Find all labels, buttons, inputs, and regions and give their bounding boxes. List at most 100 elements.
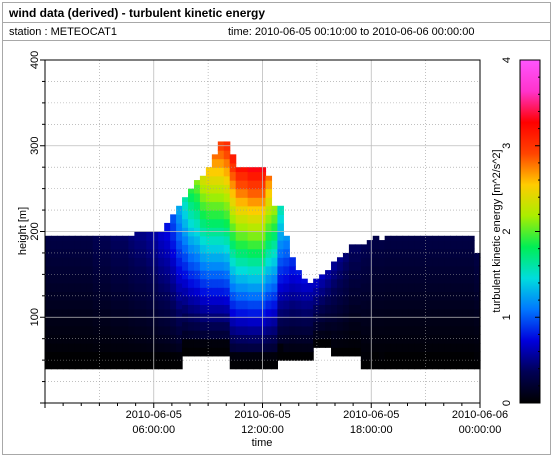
heatmap-cell xyxy=(50,274,58,284)
heatmap-cell xyxy=(128,235,135,241)
y-tick-label: 200 xyxy=(29,222,41,240)
heatmap-cell xyxy=(140,334,147,344)
heatmap-cell xyxy=(152,300,159,310)
heatmap-cell xyxy=(301,308,308,318)
heatmap-cell xyxy=(134,291,141,301)
heatmap-cell xyxy=(444,325,451,335)
heatmap-cell xyxy=(45,360,52,370)
heatmap-cell xyxy=(98,360,106,370)
heatmap-cell xyxy=(241,180,249,190)
heatmap-cell xyxy=(217,201,225,211)
y-axis-title: height [m] xyxy=(17,207,29,255)
heatmap-cell xyxy=(140,351,147,361)
heatmap-cell xyxy=(384,342,392,353)
heatmap-cell xyxy=(122,291,130,301)
heatmap-cell xyxy=(414,317,422,327)
heatmap-cell xyxy=(122,317,130,327)
heatmap-cell xyxy=(205,218,213,228)
heatmap-cell xyxy=(253,205,261,215)
heatmap-cell xyxy=(241,240,249,250)
heatmap-cell xyxy=(164,325,171,335)
heatmap-cell xyxy=(462,360,469,370)
heatmap-cell xyxy=(80,300,88,310)
heatmap-cell xyxy=(223,278,231,288)
heatmap-cell xyxy=(80,265,88,275)
heatmap-cell xyxy=(319,295,326,305)
heatmap-cell xyxy=(372,240,380,250)
heatmap-cell xyxy=(68,334,76,344)
heatmap-cell xyxy=(164,308,171,318)
heatmap-cell xyxy=(92,274,100,284)
heatmap-cell xyxy=(205,244,213,254)
heatmap-cell xyxy=(342,270,350,280)
heatmap-cell xyxy=(74,248,82,258)
heatmap-cell xyxy=(146,282,153,293)
heatmap-cell xyxy=(122,334,130,344)
heatmap-cell xyxy=(152,248,159,258)
heatmap-cell xyxy=(396,300,404,310)
heatmap-cell xyxy=(420,240,427,250)
heatmap-cell xyxy=(146,334,153,344)
heatmap-cell xyxy=(271,257,278,267)
heatmap-cell xyxy=(444,265,451,275)
heatmap-cell xyxy=(110,317,118,327)
heatmap-cell xyxy=(50,300,58,310)
heatmap-cell xyxy=(241,300,249,310)
heatmap-cell xyxy=(247,282,255,293)
heatmap-cell xyxy=(223,295,231,305)
heatmap-cell xyxy=(450,240,457,250)
heatmap-cell xyxy=(116,360,124,370)
heatmap-cell xyxy=(176,334,183,344)
x-tick-label-date: 2010-06-05 xyxy=(126,409,182,421)
heatmap-cell xyxy=(253,317,261,327)
heatmap-cell xyxy=(348,347,356,357)
heatmap-cell xyxy=(336,295,344,305)
heatmap-cell xyxy=(372,291,380,301)
heatmap-cell xyxy=(223,184,231,194)
heatmap-cell xyxy=(188,188,195,194)
heatmap-cell xyxy=(319,274,326,280)
heatmap-cell xyxy=(336,338,344,348)
heatmap-cell xyxy=(354,278,362,288)
heatmap-cell xyxy=(62,334,70,344)
heatmap-cell xyxy=(68,235,76,241)
heatmap-cell xyxy=(110,248,118,258)
heatmap-cell xyxy=(360,265,368,275)
heatmap-cell xyxy=(396,274,404,284)
heatmap-cell xyxy=(271,214,278,224)
heatmap-cell xyxy=(170,222,177,233)
heatmap-cell xyxy=(372,317,380,327)
heatmap-cell xyxy=(348,338,356,348)
heatmap-cell xyxy=(193,287,201,297)
heatmap-cell xyxy=(158,308,165,318)
heatmap-cell xyxy=(146,351,153,361)
heatmap-cell xyxy=(182,235,189,245)
heatmap-cell xyxy=(241,248,249,258)
heatmap-cell xyxy=(199,338,207,348)
heatmap-cell xyxy=(80,334,88,344)
heatmap-cell xyxy=(241,265,249,275)
heatmap-cell xyxy=(331,261,338,271)
heatmap-cell xyxy=(265,325,273,335)
heatmap-cell xyxy=(116,300,124,310)
heatmap-cell xyxy=(68,342,76,353)
heatmap-cell xyxy=(384,334,392,344)
heatmap-cell xyxy=(158,325,165,335)
heatmap-cell xyxy=(295,325,302,335)
heatmap-cell xyxy=(217,295,225,305)
heatmap-cell xyxy=(372,360,380,370)
heatmap-cell xyxy=(265,282,273,293)
heatmap-cell xyxy=(271,342,278,353)
heatmap-cell xyxy=(432,235,439,241)
heatmap-cell xyxy=(110,342,118,353)
heatmap-cell xyxy=(217,184,225,194)
heatmap-cell xyxy=(193,278,201,288)
heatmap-cell xyxy=(438,248,445,258)
heatmap-cell xyxy=(170,291,177,301)
heatmap-cell xyxy=(152,240,159,250)
heatmap-cell xyxy=(348,304,356,314)
heatmap-cell xyxy=(426,334,433,344)
heatmap-cell xyxy=(193,330,201,340)
heatmap-cell xyxy=(241,291,249,301)
heatmap-cell xyxy=(390,342,398,353)
